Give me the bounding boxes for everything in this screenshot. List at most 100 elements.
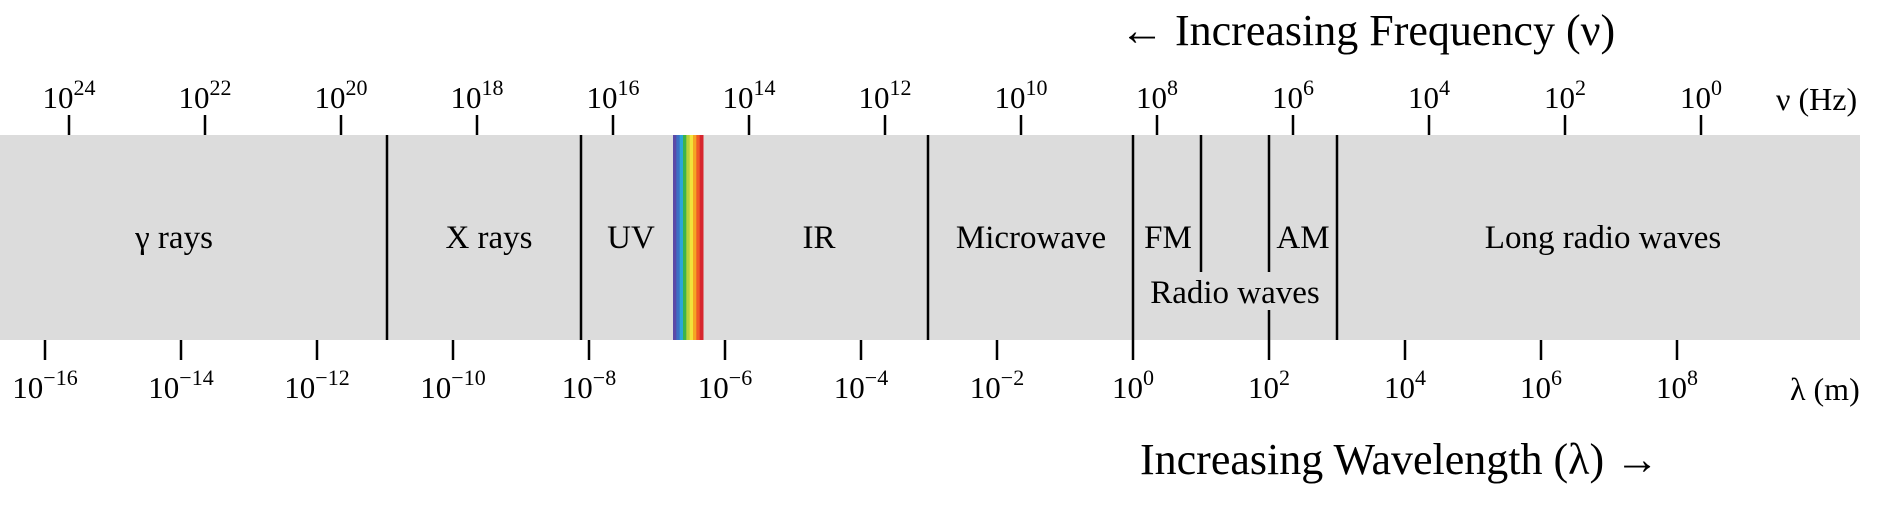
- frequency-tick-base: 10: [1544, 80, 1575, 115]
- band-dividers: [385, 135, 1339, 340]
- frequency-tick-base: 10: [859, 80, 890, 115]
- frequency-unit-label: ν (Hz): [1776, 81, 1857, 117]
- frequency-tick-base: 10: [315, 80, 346, 115]
- frequency-ticks: [67, 115, 1703, 135]
- frequency-tick-base: 10: [1680, 80, 1711, 115]
- band-label-ir: IR: [803, 220, 836, 256]
- wavelength-tick-base: 10: [1112, 370, 1143, 405]
- frequency-tick-exponent: 14: [754, 75, 776, 100]
- frequency-tick-exponent: 10: [1026, 75, 1048, 100]
- wavelength-tick-base: 10: [970, 370, 1001, 405]
- frequency-tick-base: 10: [995, 80, 1026, 115]
- frequency-tick-exponent: 12: [890, 75, 912, 100]
- wavelength-tick-base: 10: [834, 370, 865, 405]
- frequency-tick-base: 10: [1272, 80, 1303, 115]
- visible-spectrum-stripe: [689, 135, 694, 340]
- wavelength-tick-base: 10: [1248, 370, 1279, 405]
- frequency-tick-label: 100: [1680, 75, 1722, 115]
- band-label-microwave: Microwave: [956, 220, 1106, 256]
- frequency-tick-base: 10: [723, 80, 754, 115]
- frequency-tick-exponent: 20: [346, 75, 368, 100]
- frequency-tick-label: 1012: [859, 75, 912, 115]
- wavelength-tick-label: 106: [1520, 365, 1562, 405]
- frequency-tick-exponent: 24: [74, 75, 96, 100]
- wavelength-tick-base: 10: [420, 370, 451, 405]
- frequency-tick-base: 10: [1408, 80, 1439, 115]
- frequency-tick-label: 104: [1408, 75, 1450, 115]
- visible-spectrum-stripe: [686, 135, 691, 340]
- band-label-long-radio: Long radio waves: [1485, 220, 1721, 256]
- frequency-tick-labels: 1024 1022 1020 1018 1016 1014 1012 1010 108 106 10…: [43, 75, 1723, 115]
- frequency-tick-exponent: 16: [618, 75, 640, 100]
- frequency-tick-exponent: 6: [1303, 75, 1314, 100]
- wavelength-ticks: [43, 340, 1679, 360]
- visible-spectrum-stripe: [699, 135, 704, 340]
- wavelength-tick-exponent: −14: [179, 365, 213, 390]
- visible-spectrum-stripe: [679, 135, 684, 340]
- frequency-tick-label: 102: [1544, 75, 1586, 115]
- visible-spectrum-stripe: [693, 135, 697, 340]
- wavelength-tick-exponent: −4: [865, 365, 888, 390]
- frequency-tick-label: 1016: [587, 75, 640, 115]
- visible-spectrum-stripe: [676, 135, 681, 340]
- frequency-tick-base: 10: [587, 80, 618, 115]
- frequency-tick-exponent: 4: [1439, 75, 1450, 100]
- wavelength-tick-base: 10: [12, 370, 43, 405]
- wavelength-tick-exponent: −10: [451, 365, 485, 390]
- frequency-tick-base: 10: [179, 80, 210, 115]
- visible-spectrum-stripe: [683, 135, 687, 340]
- wavelength-tick-label: 10−2: [970, 365, 1024, 405]
- frequency-tick-base: 10: [1136, 80, 1167, 115]
- frequency-tick-label: 1018: [451, 75, 504, 115]
- band-label-gamma: γ rays: [134, 220, 213, 256]
- wavelength-tick-label: 100: [1112, 365, 1154, 405]
- band-label-xray: X rays: [445, 220, 532, 256]
- band-label-fm: FM: [1144, 220, 1192, 256]
- band-label-uv: UV: [607, 220, 655, 256]
- wavelength-tick-label: 10−10: [420, 365, 485, 405]
- wavelength-tick-base: 10: [698, 370, 729, 405]
- frequency-tick-exponent: 8: [1167, 75, 1178, 100]
- frequency-tick-label: 106: [1272, 75, 1314, 115]
- visible-spectrum-stripe: [696, 135, 701, 340]
- frequency-axis-title: ← Increasing Frequency (ν): [1120, 6, 1615, 55]
- frequency-tick-label: 1010: [995, 75, 1048, 115]
- wavelength-tick-exponent: −2: [1001, 365, 1024, 390]
- wavelength-tick-exponent: 6: [1551, 365, 1562, 390]
- wavelength-tick-label: 108: [1656, 365, 1698, 405]
- frequency-tick-base: 10: [451, 80, 482, 115]
- wavelength-tick-exponent: −12: [315, 365, 349, 390]
- wavelength-tick-base: 10: [1384, 370, 1415, 405]
- wavelength-tick-exponent: 4: [1415, 365, 1426, 390]
- frequency-tick-exponent: 0: [1711, 75, 1722, 100]
- wavelength-tick-label: 10−6: [698, 365, 752, 405]
- wavelength-unit-label: λ (m): [1790, 371, 1860, 407]
- wavelength-tick-label: 10−4: [834, 365, 888, 405]
- wavelength-tick-base: 10: [1520, 370, 1551, 405]
- visible-spectrum-stripe: [673, 135, 677, 340]
- wavelength-tick-exponent: 0: [1143, 365, 1154, 390]
- frequency-tick-label: 1022: [179, 75, 232, 115]
- frequency-tick-exponent: 22: [210, 75, 232, 100]
- wavelength-tick-labels: 10−16 10−14 10−12 10−10 10−8 10−6 10−4 10−2 100 1…: [12, 365, 1698, 405]
- wavelength-tick-label: 10−14: [148, 365, 213, 405]
- wavelength-tick-exponent: 8: [1687, 365, 1698, 390]
- spectrum-band: [0, 135, 1860, 340]
- wavelength-axis-title: Increasing Wavelength (λ) →: [1140, 435, 1659, 484]
- wavelength-tick-label: 104: [1384, 365, 1426, 405]
- wavelength-tick-label: 10−8: [562, 365, 616, 405]
- frequency-tick-label: 1020: [315, 75, 368, 115]
- wavelength-tick-base: 10: [1656, 370, 1687, 405]
- wavelength-tick-label: 10−16: [12, 365, 77, 405]
- frequency-tick-exponent: 18: [482, 75, 504, 100]
- frequency-tick-exponent: 2: [1575, 75, 1586, 100]
- wavelength-tick-label: 102: [1248, 365, 1290, 405]
- wavelength-tick-exponent: −6: [729, 365, 752, 390]
- wavelength-tick-base: 10: [284, 370, 315, 405]
- band-label-radio: Radio waves: [1150, 275, 1320, 311]
- frequency-tick-base: 10: [43, 80, 74, 115]
- frequency-tick-label: 1024: [43, 75, 96, 115]
- band-label-am: AM: [1276, 220, 1329, 256]
- frequency-tick-label: 108: [1136, 75, 1178, 115]
